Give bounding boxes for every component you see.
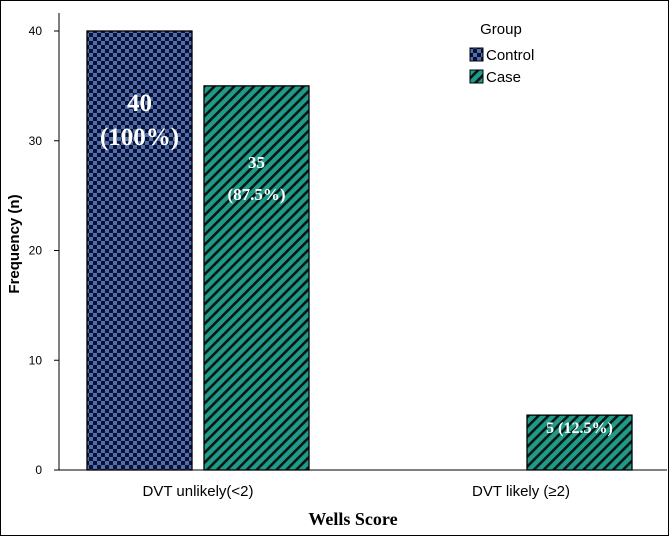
legend-title: Group — [480, 21, 522, 38]
data-label-control-percent: (100%) — [100, 124, 179, 151]
bar-case-1 — [203, 85, 310, 471]
legend-label-case: Case — [486, 69, 521, 86]
y-axis-title: Frequency (n) — [6, 194, 23, 293]
x-category-label: DVT likely (≥2) — [472, 483, 570, 500]
data-label-case-percent: (87.5%) — [227, 185, 285, 204]
x-axis-title: Wells Score — [308, 509, 397, 529]
x-category-label: DVT unlikely(<2) — [142, 483, 253, 500]
x-axis-category-labels: DVT unlikely(<2) DVT likely (≥2) — [142, 483, 569, 500]
y-tick-label: 20 — [29, 244, 43, 258]
data-labels: 40 (100%) 35 (87.5%) 5 (12.5%) — [100, 90, 613, 437]
bar-case-2 — [526, 414, 633, 471]
bars — [86, 30, 633, 471]
legend-swatch-control — [469, 47, 484, 62]
data-label-case-value: 35 — [248, 153, 265, 172]
legend: Group Control Case — [469, 21, 534, 86]
y-tick-label: 30 — [29, 134, 43, 148]
y-tick-label: 10 — [29, 353, 43, 367]
data-label-case: 5 (12.5%) — [546, 420, 613, 437]
y-tick-label: 40 — [29, 24, 43, 38]
y-axis-ticks: 0 10 20 30 40 — [29, 24, 59, 477]
legend-swatch-case — [469, 69, 484, 84]
bar-control-1 — [86, 30, 193, 471]
data-label-control-value: 40 — [127, 90, 152, 117]
legend-label-control: Control — [486, 47, 534, 64]
y-tick-label: 0 — [35, 463, 42, 477]
